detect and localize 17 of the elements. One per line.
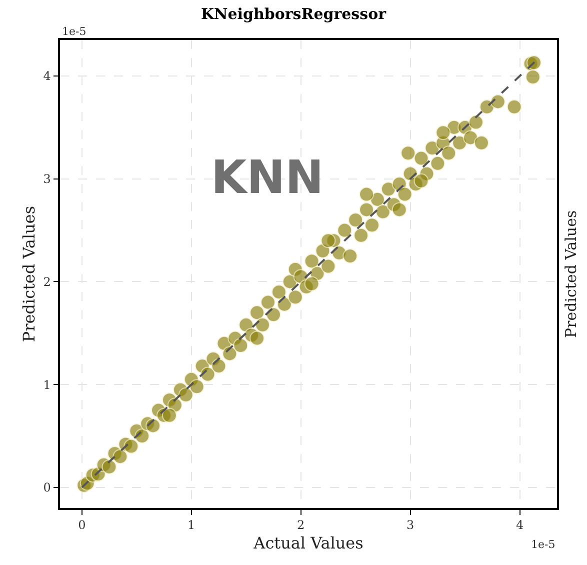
y-axis-title: Predicted Values [20, 206, 39, 342]
y-tick-label: 3 [43, 172, 51, 186]
text: 1e-5 [531, 538, 556, 551]
y-tick-label: 1 [43, 378, 51, 392]
text: 1e-5 [62, 25, 86, 38]
x-tick-label: 4 [516, 518, 524, 532]
x-axis-title: Actual Values [252, 533, 364, 552]
x-tick-label: 3 [406, 518, 414, 532]
x-tick-label: 2 [297, 518, 305, 532]
y-tick-label: 0 [43, 480, 51, 495]
y-tick-label: 2 [43, 274, 51, 289]
y-tick-label: 4 [43, 69, 52, 84]
x-tick-label: 0 [78, 518, 86, 532]
text: Predicted Values [562, 210, 580, 338]
x-tick-label: 1 [188, 518, 196, 532]
chart-title: KNeighborsRegressor [201, 4, 388, 23]
annotation: KNN [211, 150, 324, 204]
